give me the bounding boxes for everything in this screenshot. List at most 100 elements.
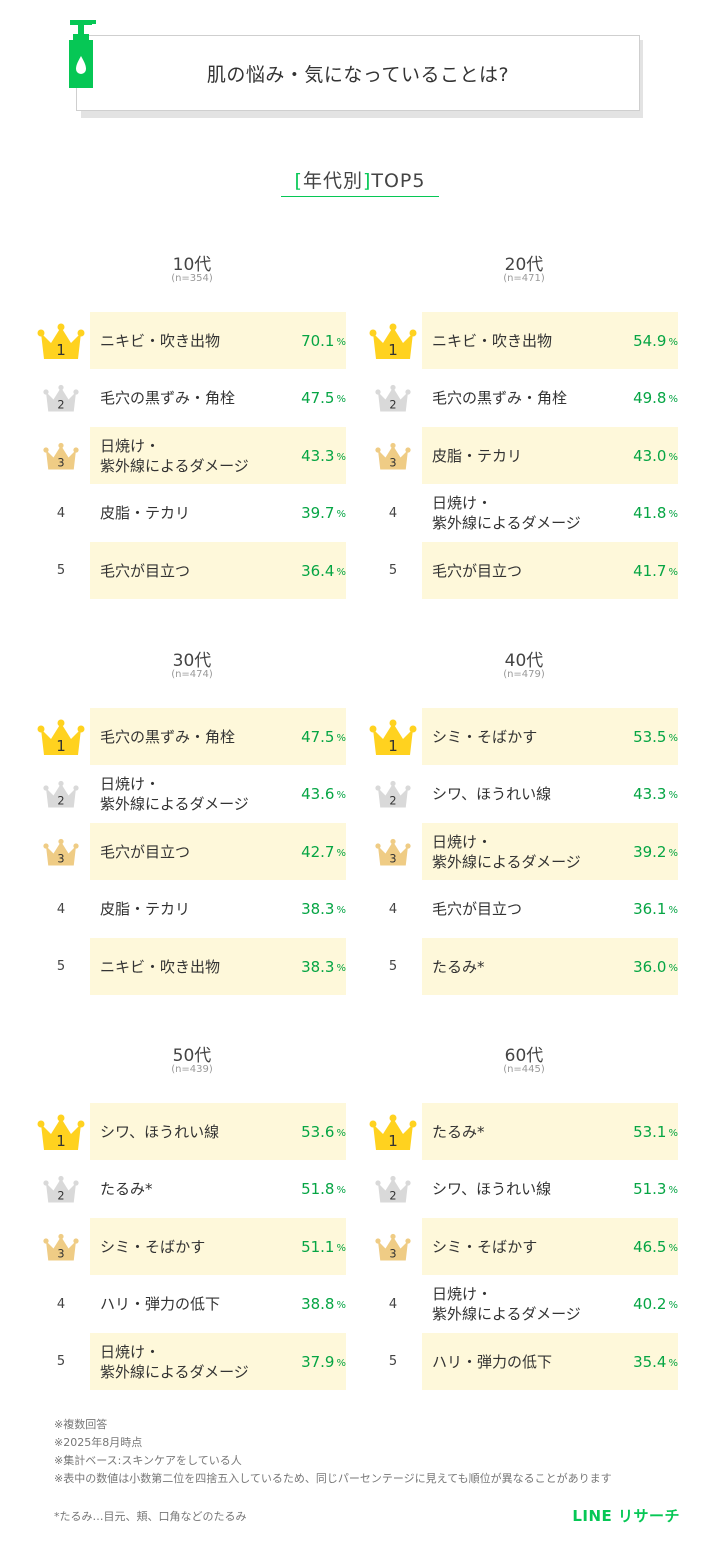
ranking-row: 2 たるみ* 51.8%	[32, 1161, 352, 1218]
age-group-label: 30代	[172, 651, 212, 671]
percent-unit: %	[336, 566, 346, 578]
ranking-row: 3 シミ・そばかす 46.5%	[364, 1218, 684, 1275]
crown-rank-2-icon: 2	[375, 1175, 411, 1203]
concern-label: シミ・そばかす	[432, 727, 538, 746]
rank-badge: 2	[32, 370, 90, 427]
crown-rank-number: 3	[389, 1247, 396, 1260]
percentage-number: 70.1	[301, 331, 335, 350]
percent-unit: %	[336, 1357, 346, 1369]
bottle-icon	[69, 20, 96, 88]
percentage-number: 43.6	[301, 785, 335, 803]
age-group-panel: 40代 (n=479) 1 シミ・そばかす 53.5% 2 シワ、ほうれい線 43.3% 3 日焼…	[364, 646, 684, 1006]
crown-rank-number: 3	[389, 852, 396, 865]
ranking-row: 5 毛穴が目立つ 41.7%	[364, 542, 684, 599]
rank-number: 5	[388, 1354, 398, 1369]
percent-unit: %	[336, 732, 346, 744]
subtitle-tail: TOP5	[371, 170, 426, 192]
rank-number: 5	[56, 563, 66, 578]
percent-unit: %	[336, 1127, 346, 1139]
concern-label: たるみ*	[100, 1180, 153, 1198]
percentage-value: 46.5%	[633, 1218, 678, 1275]
crown-rank-number: 3	[57, 852, 64, 865]
percent-unit: %	[336, 1242, 346, 1254]
percentage-number: 39.7	[301, 504, 335, 522]
percentage-value: 51.1%	[301, 1218, 346, 1275]
crown-rank-2-icon: 2	[43, 780, 79, 808]
ranking-row: 5 日焼け・ 紫外線によるダメージ 37.9%	[32, 1333, 352, 1390]
percentage-number: 51.3	[633, 1180, 667, 1198]
concern-label: 日焼け・ 紫外線によるダメージ	[100, 775, 249, 813]
rank-number: 5	[56, 959, 66, 974]
concern-label: 毛穴が目立つ	[432, 561, 523, 580]
ranking-row: 5 毛穴が目立つ 36.4%	[32, 542, 352, 599]
concern-label: ニキビ・吹き出物	[432, 331, 553, 350]
crown-rank-number: 1	[388, 341, 398, 359]
rank-badge: 1	[364, 1103, 422, 1160]
concern-label: 毛穴の黒ずみ・角栓	[432, 389, 568, 407]
ranking-row: 5 たるみ* 36.0%	[364, 938, 684, 995]
row-background	[422, 1333, 678, 1390]
ranking-row: 1 ニキビ・吹き出物 54.9%	[364, 312, 684, 369]
percentage-value: 53.1%	[633, 1103, 678, 1160]
percentage-value: 43.6%	[301, 766, 346, 823]
percentage-value: 37.9%	[301, 1333, 346, 1390]
percentage-number: 35.4	[633, 1352, 667, 1371]
row-background	[422, 1218, 678, 1275]
row-background	[422, 312, 678, 369]
percent-unit: %	[668, 566, 678, 578]
row-background	[90, 427, 346, 484]
concern-label: シミ・そばかす	[100, 1237, 206, 1256]
page-title: 肌の悩み・気になっていることは?	[76, 35, 640, 111]
sample-size: (n=471)	[503, 273, 545, 284]
ranking-row: 5 ニキビ・吹き出物 38.3%	[32, 938, 352, 995]
rank-badge: 3	[364, 427, 422, 484]
percent-unit: %	[668, 394, 678, 405]
age-group-panel: 60代 (n=445) 1 たるみ* 53.1% 2 シワ、ほうれい線 51.3% 3 シミ・そば…	[364, 1041, 684, 1401]
ranking-row: 4 皮脂・テカリ 38.3%	[32, 881, 352, 938]
ranking-row: 1 シミ・そばかす 53.5%	[364, 708, 684, 765]
row-background	[422, 542, 678, 599]
concern-label: ニキビ・吹き出物	[100, 331, 221, 350]
crown-rank-1-icon: 1	[37, 1114, 85, 1150]
concern-label: シワ、ほうれい線	[432, 785, 552, 803]
rank-number: 5	[56, 1354, 66, 1369]
sample-size: (n=479)	[503, 669, 545, 680]
row-background	[422, 823, 678, 880]
crown-rank-2-icon: 2	[43, 384, 79, 412]
ranking-row: 3 皮脂・テカリ 43.0%	[364, 427, 684, 484]
sample-size: (n=474)	[171, 669, 213, 680]
percent-unit: %	[668, 732, 678, 744]
percentage-value: 38.8%	[301, 1276, 346, 1333]
crown-rank-3-icon: 3	[43, 442, 79, 469]
percentage-value: 43.3%	[301, 427, 346, 484]
rank-badge: 1	[32, 312, 90, 369]
percentage-value: 51.8%	[301, 1161, 346, 1218]
rank-badge: 1	[364, 312, 422, 369]
concern-label: 毛穴の黒ずみ・角栓	[100, 727, 236, 746]
ranking-row: 1 たるみ* 53.1%	[364, 1103, 684, 1160]
percentage-value: 38.3%	[301, 881, 346, 938]
age-group-panel: 50代 (n=439) 1 シワ、ほうれい線 53.6% 2 たるみ* 51.8% 3 シミ・そば…	[32, 1041, 352, 1401]
concern-label: たるみ*	[432, 1122, 485, 1141]
concern-label: 毛穴の黒ずみ・角栓	[100, 389, 236, 407]
crown-rank-number: 2	[57, 1190, 64, 1203]
row-background	[90, 1333, 346, 1390]
percentage-value: 47.5%	[301, 708, 346, 765]
concern-label: 日焼け・ 紫外線によるダメージ	[100, 436, 249, 475]
concern-label: 日焼け・ 紫外線によるダメージ	[432, 494, 581, 532]
percentage-value: 40.2%	[633, 1276, 678, 1333]
concern-label: 皮脂・テカリ	[432, 446, 523, 465]
rank-badge: 2	[32, 1161, 90, 1218]
sample-size: (n=354)	[171, 273, 213, 284]
percent-unit: %	[336, 962, 346, 974]
row-background	[90, 823, 346, 880]
crown-rank-3-icon: 3	[375, 442, 411, 469]
concern-label: 毛穴が目立つ	[100, 842, 191, 861]
rank-badge: 3	[32, 823, 90, 880]
percentage-number: 46.5	[633, 1237, 667, 1256]
rank-badge: 2	[364, 1161, 422, 1218]
percent-unit: %	[668, 451, 678, 463]
age-group-label: 10代	[172, 255, 212, 275]
section-subtitle: [年代別]TOP5	[0, 166, 720, 193]
ranking-row: 4 日焼け・ 紫外線によるダメージ 41.8%	[364, 485, 684, 542]
